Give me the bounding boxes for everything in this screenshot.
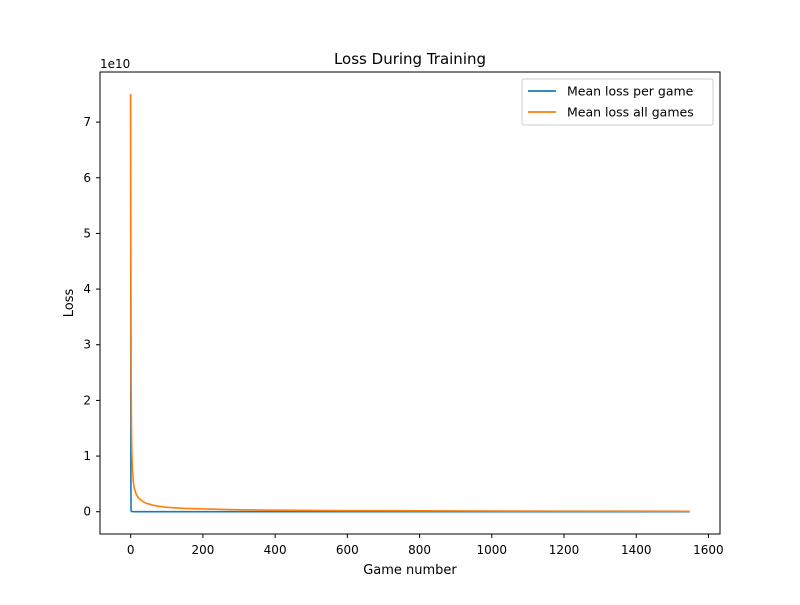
x-tick-label: 400 bbox=[264, 543, 287, 557]
legend-label: Mean loss all games bbox=[567, 105, 694, 120]
x-tick-label: 1200 bbox=[549, 543, 580, 557]
plot-frame bbox=[99, 71, 721, 535]
x-axis-label: Game number bbox=[363, 563, 457, 578]
y-tick-label: 1 bbox=[83, 449, 91, 463]
x-tick-label: 1400 bbox=[621, 543, 652, 557]
chart-title: Loss During Training bbox=[334, 50, 486, 68]
y-axis-label: Loss bbox=[62, 289, 77, 318]
x-axis: 0 200 400 600 800 1000 1200 1400 1600 bbox=[127, 534, 724, 557]
legend-items: Mean loss per game Mean loss all games bbox=[528, 84, 694, 120]
series-layer bbox=[129, 94, 690, 513]
plot-area bbox=[99, 71, 721, 535]
legend-box bbox=[521, 78, 714, 126]
x-tick-label: 0 bbox=[127, 543, 135, 557]
legend-label: Mean loss per game bbox=[567, 84, 694, 99]
chart-legend: Mean loss per game Mean loss all games bbox=[521, 78, 714, 126]
x-tick-label: 800 bbox=[408, 543, 431, 557]
x-tick-label: 1000 bbox=[477, 543, 508, 557]
y-tick-label: 5 bbox=[83, 226, 91, 240]
y-tick-label: 4 bbox=[83, 282, 91, 296]
y-tick-label: 6 bbox=[83, 171, 91, 185]
x-tick-label: 200 bbox=[191, 543, 214, 557]
y-tick-label: 7 bbox=[83, 115, 91, 129]
y-axis: 0 1 2 3 4 5 6 7 bbox=[83, 115, 100, 519]
y-tick-label: 2 bbox=[83, 393, 91, 407]
x-tick-label: 1600 bbox=[693, 543, 724, 557]
y-tick-label: 0 bbox=[83, 505, 91, 519]
x-tick-label: 600 bbox=[336, 543, 359, 557]
y-tick-label: 3 bbox=[83, 338, 91, 352]
y-axis-offset-label: 1e10 bbox=[100, 57, 130, 71]
series-line-mean-loss-all-games bbox=[129, 94, 690, 513]
